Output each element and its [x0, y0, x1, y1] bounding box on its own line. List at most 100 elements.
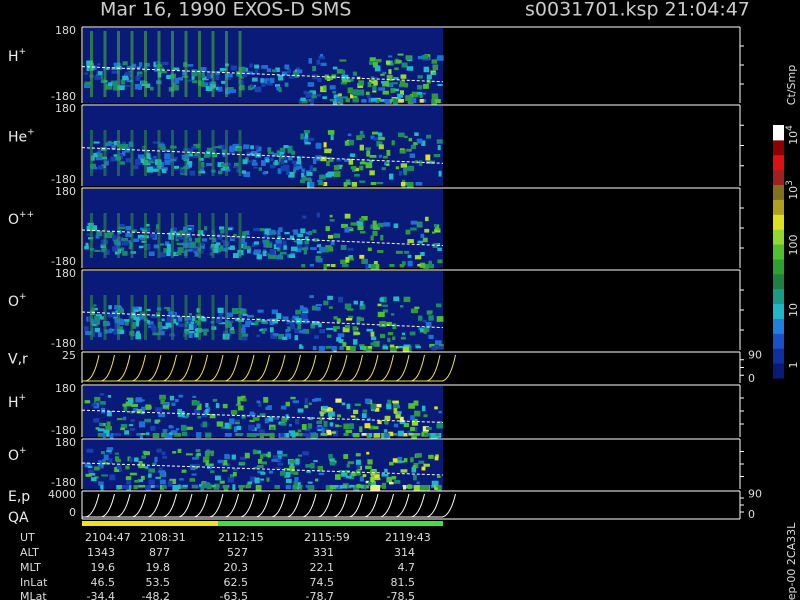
spectrogram-cell — [397, 456, 403, 460]
spectrogram-cell — [395, 414, 401, 419]
spectrogram-cell — [143, 451, 150, 456]
spectrogram-cell — [305, 464, 312, 468]
spectrogram-cell — [221, 426, 227, 429]
spectrogram-cell — [164, 241, 170, 246]
spectrogram-cell — [158, 143, 165, 148]
spectrogram-cell — [199, 244, 205, 249]
spectrogram-cell — [189, 170, 196, 176]
spectrogram-cell — [312, 238, 319, 242]
spectrogram-cell — [108, 328, 113, 334]
panel-label-text: He — [8, 130, 27, 146]
spectrogram-cell — [428, 454, 434, 459]
spectrogram-cell — [425, 154, 431, 161]
spectrogram-cell — [155, 407, 162, 412]
spectrogram-cell — [186, 453, 193, 456]
spectrogram-cell — [299, 305, 304, 312]
spectrogram-cell — [230, 410, 238, 415]
spectrogram-cell — [233, 426, 238, 433]
spectrogram-cell — [417, 223, 423, 226]
spectrogram-cell — [370, 182, 377, 186]
spectrogram-cell — [254, 249, 261, 254]
spectrogram-cell — [434, 456, 439, 461]
spectrogram-cell — [288, 145, 293, 151]
panel-label-text: O — [8, 212, 19, 228]
spectrogram-cell — [160, 399, 165, 405]
cell: 62.5 — [224, 576, 249, 589]
trace — [318, 354, 332, 382]
spectrogram-cell — [263, 433, 270, 437]
trend-line — [81, 229, 444, 247]
spectrogram-cell — [285, 485, 291, 490]
spectrogram-cell — [370, 473, 376, 476]
spectrogram-cell — [108, 305, 112, 310]
spectrogram-cell — [311, 305, 318, 311]
spectrogram-cell — [397, 430, 404, 437]
spectrogram-cell — [135, 75, 141, 81]
spectrogram-cell — [159, 485, 165, 490]
spectrogram-cell — [292, 485, 297, 490]
y-top-label: 180 — [55, 24, 76, 37]
spectrogram-cell — [119, 161, 125, 165]
spectrogram-cell — [304, 132, 309, 139]
spectrogram-stripe — [117, 130, 120, 176]
spectrogram-cell — [310, 247, 317, 250]
spectrogram-cell — [246, 483, 252, 489]
spectrogram-cell — [229, 145, 236, 151]
spectrogram-cell — [176, 242, 183, 246]
spectrogram-stripe — [103, 213, 107, 258]
spectrogram-cell — [250, 84, 254, 88]
colorbar-tick-label: 100 — [787, 235, 800, 256]
spectrogram-cell — [138, 62, 143, 67]
spectrogram-cell — [236, 425, 242, 431]
panel-label-sup: + — [19, 47, 27, 57]
spectrogram-cell — [393, 77, 399, 80]
spectrogram-cell — [280, 433, 284, 438]
spectrogram-cell — [173, 67, 180, 71]
spectrogram-cell — [400, 336, 406, 340]
spectrogram-cell — [359, 217, 364, 222]
spectrogram-cell — [392, 82, 398, 85]
trace — [85, 354, 100, 382]
spectrogram-cell — [106, 410, 112, 417]
spectrogram-cell — [248, 85, 253, 91]
spectrogram-cell — [125, 401, 133, 407]
spectrogram-cell — [345, 179, 351, 183]
spectrogram-cell — [150, 485, 155, 488]
spectrogram-cell — [251, 242, 256, 248]
spectrogram-cell — [386, 163, 390, 166]
spectrogram-cell — [133, 408, 138, 413]
y-top-label: 180 — [55, 185, 76, 198]
spectrogram-cell — [344, 227, 350, 233]
spectrogram-cell — [417, 55, 423, 60]
spectrogram-cell — [163, 402, 169, 406]
spectrogram-cell — [280, 454, 288, 457]
spectrogram-cell — [355, 453, 361, 457]
y-right-label: 0 — [748, 508, 755, 521]
spectrogram-cell — [146, 166, 153, 173]
spectrogram-cell — [424, 216, 429, 222]
spectrogram-cell — [176, 235, 184, 240]
spectrogram-cell — [400, 182, 406, 187]
spectrogram-cell — [141, 455, 146, 459]
panel-label-sup: ++ — [19, 210, 34, 220]
panel-label: E,p — [8, 489, 30, 505]
spectrogram-stripe — [117, 295, 120, 340]
spectrogram-cell — [329, 85, 336, 90]
spectrogram-cell — [368, 346, 373, 349]
spectrogram-cell — [251, 162, 258, 166]
spectrogram-cell — [410, 457, 414, 463]
spectrogram-cell — [96, 230, 103, 236]
spectrogram-cell — [160, 251, 166, 258]
spectrogram-cell — [367, 81, 372, 88]
spectrogram-cell — [193, 323, 198, 329]
spectrogram-cell — [249, 419, 255, 423]
spectrogram-cell — [239, 76, 244, 79]
spectrogram-cell — [135, 316, 140, 323]
spectrogram-cell — [379, 99, 385, 102]
spectrogram-cell — [299, 330, 306, 334]
spectrogram-cell — [161, 168, 167, 174]
spectrogram-cell — [277, 451, 282, 455]
spectrogram-cell — [365, 162, 373, 169]
spectrogram-cell — [355, 459, 361, 465]
spectrogram-cell — [308, 230, 313, 235]
